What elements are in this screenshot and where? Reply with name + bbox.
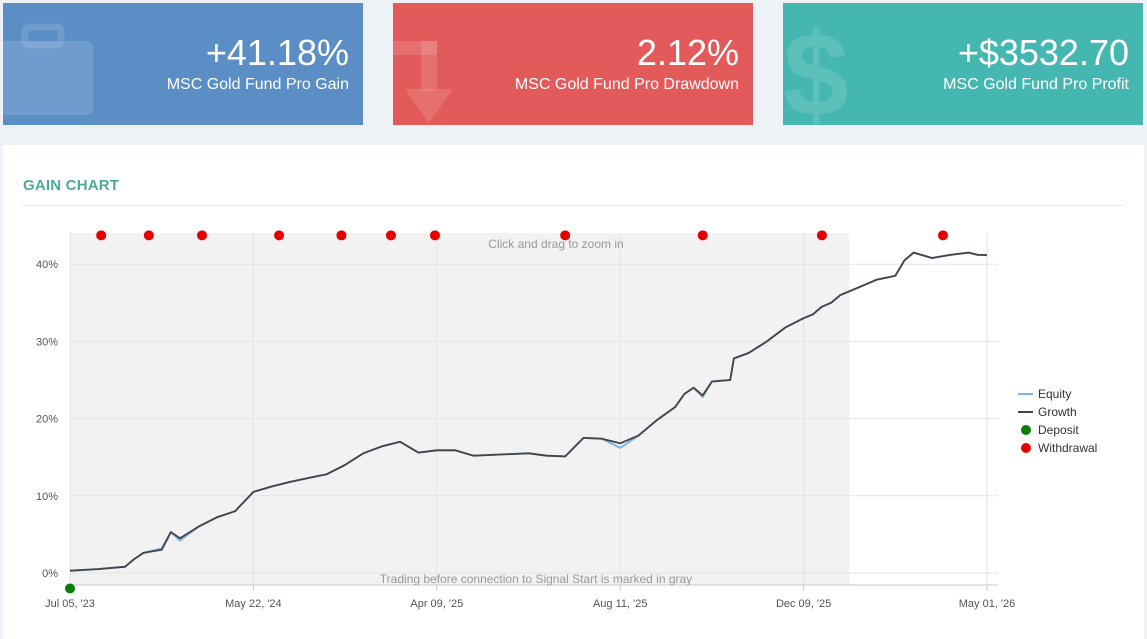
series-line-growth bbox=[69, 251, 988, 572]
legend-withdrawal-label: Withdrawal bbox=[1038, 441, 1098, 455]
gain-card: +41.18% MSC Gold Fund Pro Gain bbox=[3, 3, 363, 125]
x-tick-label: Jul 05, '23 bbox=[45, 598, 95, 610]
withdrawal-marker bbox=[197, 230, 208, 241]
deposit-marker bbox=[65, 583, 75, 594]
withdrawal-marker bbox=[816, 230, 827, 241]
legend-equity-label: Equity bbox=[1038, 387, 1072, 401]
drawdown-value: 2.12% bbox=[636, 32, 739, 73]
gray-region bbox=[70, 233, 850, 585]
legend-growth-swatch bbox=[1018, 411, 1033, 413]
gain-value: +41.18% bbox=[205, 32, 349, 73]
x-tick-label: Aug 11, '25 bbox=[593, 598, 648, 610]
chart-legend: Equity Growth Deposit Withdrawal bbox=[1016, 385, 1097, 457]
y-tick-label: 10% bbox=[36, 491, 58, 503]
x-tick-label: May 22, '24 bbox=[225, 598, 282, 610]
panel-title: GAIN CHART bbox=[23, 177, 120, 194]
arrow-down-icon bbox=[393, 41, 453, 123]
x-tick-label: Dec 09, '25 bbox=[776, 598, 831, 610]
withdrawal-marker bbox=[385, 230, 396, 241]
legend-withdrawal-swatch bbox=[1021, 443, 1031, 453]
y-tick-label: 30% bbox=[36, 336, 58, 348]
gain-label: MSC Gold Fund Pro Gain bbox=[166, 76, 349, 93]
withdrawal-marker bbox=[937, 230, 948, 241]
y-tick-label: 0% bbox=[42, 568, 58, 580]
x-tick-label: May 01, '26 bbox=[959, 598, 1016, 610]
legend-growth-label: Growth bbox=[1038, 405, 1077, 419]
profit-value: +$3532.70 bbox=[957, 32, 1129, 73]
legend-item-growth[interactable]: Growth bbox=[1016, 403, 1097, 421]
y-tick-label: 20% bbox=[36, 414, 58, 426]
withdrawal-marker bbox=[429, 230, 440, 241]
panel-divider bbox=[23, 205, 1124, 206]
withdrawal-marker bbox=[96, 230, 107, 241]
gray-note: Trading before connection to Signal Star… bbox=[380, 572, 692, 586]
drawdown-label: MSC Gold Fund Pro Drawdown bbox=[514, 76, 739, 93]
withdrawal-marker bbox=[697, 230, 708, 241]
withdrawal-marker bbox=[336, 230, 347, 241]
x-tick-label: Apr 09, '25 bbox=[410, 598, 463, 610]
briefcase-icon bbox=[3, 23, 93, 115]
y-tick-label: 40% bbox=[36, 259, 58, 271]
legend-deposit-swatch bbox=[1021, 425, 1031, 435]
legend-equity-swatch bbox=[1018, 393, 1033, 395]
withdrawal-marker bbox=[274, 230, 285, 241]
svg-text:$: $ bbox=[783, 9, 849, 125]
profit-card: $ +$3532.70 MSC Gold Fund Pro Profit bbox=[783, 3, 1143, 125]
dollar-icon: $ bbox=[783, 9, 849, 125]
legend-deposit-label: Deposit bbox=[1038, 423, 1079, 437]
gain-chart-panel: GAIN CHART 0% 10% 20% 30% 40% Jul 05, '23 May … bbox=[3, 145, 1144, 639]
withdrawal-marker bbox=[560, 230, 571, 241]
gain-chart[interactable]: 0% 10% 20% 30% 40% Jul 05, '23 May 22, '24 Apr … bbox=[3, 145, 1144, 639]
withdrawal-marker bbox=[143, 230, 154, 241]
zoom-hint: Click and drag to zoom in bbox=[488, 237, 623, 251]
legend-item-deposit[interactable]: Deposit bbox=[1016, 421, 1097, 439]
profit-label: MSC Gold Fund Pro Profit bbox=[943, 76, 1129, 93]
legend-item-withdrawal[interactable]: Withdrawal bbox=[1016, 439, 1097, 457]
drawdown-card: 2.12% MSC Gold Fund Pro Drawdown bbox=[393, 3, 753, 125]
legend-item-equity[interactable]: Equity bbox=[1016, 385, 1097, 403]
